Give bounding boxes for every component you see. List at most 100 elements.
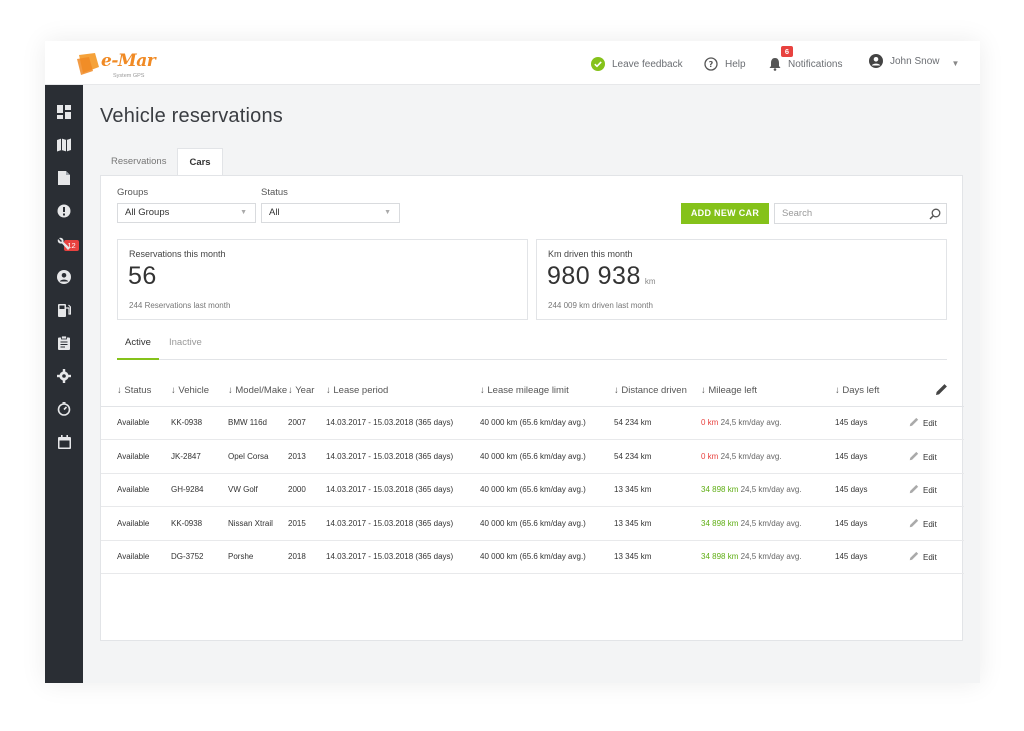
stat-subtext: 244 009 km driven last month	[548, 301, 653, 310]
dashboard-icon[interactable]	[55, 103, 73, 121]
cell-model: Porshe	[228, 540, 288, 574]
subtab-active[interactable]: Active	[117, 334, 159, 360]
column-header-model[interactable]: ↓ Model/Make	[228, 376, 288, 407]
calendar-icon[interactable]	[55, 433, 73, 451]
leave-feedback-link[interactable]: Leave feedback	[591, 55, 683, 73]
edit-columns-button[interactable]	[909, 376, 964, 407]
search-input[interactable]: Search	[774, 203, 947, 224]
page-tabs: Reservations Cars	[100, 148, 223, 176]
groups-select[interactable]: All Groups ▼	[117, 203, 256, 223]
tab-cars[interactable]: Cars	[177, 148, 223, 176]
pencil-icon	[909, 451, 919, 460]
cell-distance: 13 345 km	[614, 473, 701, 507]
stat-unit: km	[644, 277, 656, 286]
wrench-icon[interactable]	[55, 235, 73, 253]
map-icon[interactable]	[55, 136, 73, 154]
notifications-link[interactable]: Notifications	[769, 55, 842, 73]
stat-subtext: 244 Reservations last month	[129, 301, 231, 310]
svg-text:?: ?	[709, 60, 714, 69]
cell-distance: 54 234 km	[614, 406, 701, 440]
edit-link[interactable]: Edit	[909, 473, 964, 507]
cars-table-body: Available KK-0938 BMW 116d 2007 14.03.20…	[101, 406, 964, 574]
edit-link[interactable]: Edit	[909, 540, 964, 574]
user-icon[interactable]	[55, 268, 73, 286]
subtab-inactive[interactable]: Inactive	[169, 337, 202, 348]
user-menu[interactable]: John Snow ▼	[869, 52, 959, 70]
mileage-left-value: 34 898 km	[701, 518, 739, 528]
table-row[interactable]: Available KK-0938 Nissan Xtrail 2015 14.…	[101, 506, 964, 541]
document-icon[interactable]	[55, 169, 73, 187]
status-subtabs: Active Inactive	[117, 334, 947, 360]
stat-number: 980 938	[547, 262, 641, 290]
column-header-lease-period[interactable]: ↓ Lease period	[326, 376, 480, 407]
cell-vehicle: KK-0938	[171, 506, 228, 541]
column-header-distance[interactable]: ↓ Distance driven	[614, 376, 701, 407]
help-icon: ?	[704, 57, 718, 71]
stat-value: 56	[128, 262, 157, 291]
page-title: Vehicle reservations	[100, 105, 283, 127]
edit-link[interactable]: Edit	[909, 506, 964, 541]
cell-lease-period: 14.03.2017 - 15.03.2018 (365 days)	[326, 439, 480, 474]
table-row[interactable]: Available DG-3752 Porshe 2018 14.03.2017…	[101, 540, 964, 574]
cell-distance: 54 234 km	[614, 439, 701, 474]
pencil-icon	[909, 518, 919, 527]
table-row[interactable]: Available JK-2847 Opel Corsa 2013 14.03.…	[101, 439, 964, 474]
column-header-days-left[interactable]: ↓ Days left	[835, 376, 909, 407]
logo-icon	[77, 53, 99, 75]
column-header-lease-limit[interactable]: ↓ Lease mileage limit	[480, 376, 614, 407]
table-row[interactable]: Available KK-0938 BMW 116d 2007 14.03.20…	[101, 406, 964, 440]
cell-days-left: 145 days	[835, 439, 909, 474]
column-header-year[interactable]: ↓ Year	[288, 376, 326, 407]
cell-mileage-left: 0 km 24,5 km/day avg.	[701, 439, 835, 474]
pencil-icon	[936, 383, 947, 395]
settings-icon[interactable]	[55, 367, 73, 385]
mileage-left-avg: 24,5 km/day avg.	[720, 418, 782, 428]
clipboard-icon[interactable]	[55, 334, 73, 352]
edit-label: Edit	[923, 553, 937, 563]
logo[interactable]: e-Mar System GPS	[75, 49, 165, 81]
feedback-label: Leave feedback	[612, 58, 683, 70]
column-header-status[interactable]: ↓ Status	[101, 376, 171, 407]
cell-days-left: 145 days	[835, 540, 909, 574]
column-header-mileage-left[interactable]: ↓ Mileage left	[701, 376, 835, 407]
cell-lease-limit: 40 000 km (65.6 km/day avg.)	[480, 506, 614, 541]
cell-year: 2007	[288, 406, 326, 440]
cell-status: Available	[101, 439, 171, 474]
chevron-down-icon: ▼	[951, 58, 960, 68]
timer-icon[interactable]	[55, 400, 73, 418]
cell-days-left: 145 days	[835, 473, 909, 507]
help-link[interactable]: ? Help	[704, 55, 746, 73]
chevron-down-icon: ▼	[384, 209, 391, 216]
km-driven-stat-card: Km driven this month 980 938 km 244 009 k…	[536, 239, 947, 320]
cell-model: Opel Corsa	[228, 439, 288, 474]
cell-lease-limit: 40 000 km (65.6 km/day avg.)	[480, 439, 614, 474]
logo-text: e-Mar	[101, 51, 156, 71]
cell-lease-period: 14.03.2017 - 15.03.2018 (365 days)	[326, 473, 480, 507]
edit-link[interactable]: Edit	[909, 439, 964, 474]
top-bar: e-Mar System GPS Leave feedback ? Help N…	[45, 41, 980, 85]
bell-icon	[769, 58, 781, 71]
alerts-icon[interactable]	[55, 202, 73, 220]
column-header-vehicle[interactable]: ↓ Vehicle	[171, 376, 228, 407]
status-select[interactable]: All ▼	[261, 203, 400, 223]
fuel-icon[interactable]	[55, 301, 73, 319]
tab-reservations[interactable]: Reservations	[111, 156, 167, 167]
cell-days-left: 145 days	[835, 406, 909, 440]
cell-vehicle: DG-3752	[171, 540, 228, 574]
cell-status: Available	[101, 540, 171, 574]
table-row[interactable]: Available GH-9284 VW Golf 2000 14.03.201…	[101, 473, 964, 507]
mileage-left-value: 34 898 km	[701, 552, 739, 562]
cell-mileage-left: 34 898 km 24,5 km/day avg.	[701, 506, 835, 541]
stat-value: 980 938 km	[547, 262, 656, 291]
cell-lease-limit: 40 000 km (65.6 km/day avg.)	[480, 540, 614, 574]
cell-status: Available	[101, 473, 171, 507]
cell-status: Available	[101, 406, 171, 440]
status-value: All	[269, 207, 280, 218]
mileage-left-value: 0 km	[701, 418, 719, 428]
cars-table: ↓ Status ↓ Vehicle ↓ Model/Make ↓ Year ↓…	[101, 376, 964, 574]
cell-status: Available	[101, 506, 171, 541]
add-new-car-button[interactable]: ADD NEW CAR	[681, 203, 769, 224]
cell-days-left: 145 days	[835, 506, 909, 541]
edit-link[interactable]: Edit	[909, 406, 964, 440]
cell-distance: 13 345 km	[614, 540, 701, 574]
